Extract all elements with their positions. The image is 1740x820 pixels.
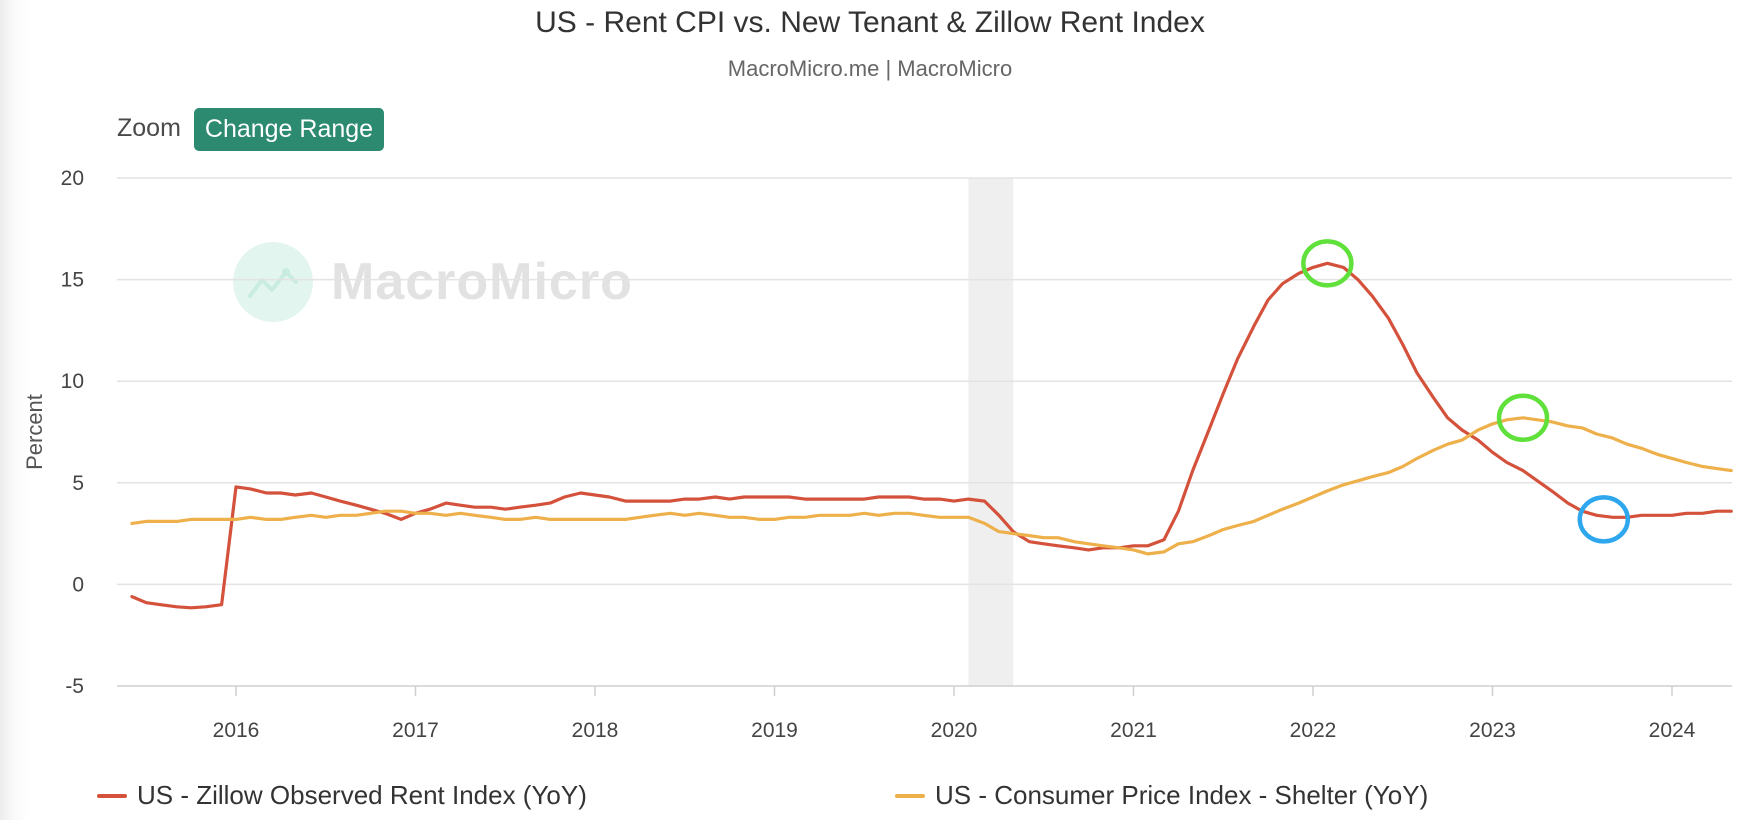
y-tick-label: 10 <box>61 370 84 393</box>
chart-title: US - Rent CPI vs. New Tenant & Zillow Re… <box>535 6 1205 39</box>
series-line-cpi <box>130 416 1733 556</box>
legend-item-zillow[interactable]: US - Zillow Observed Rent Index (YoY) <box>97 780 587 811</box>
highlight-circle-green <box>1301 239 1354 288</box>
change-range-button[interactable]: Change Range <box>194 108 384 151</box>
x-tick-label: 2021 <box>1110 719 1157 742</box>
y-tick-label: -5 <box>65 675 84 698</box>
y-tick-label: 0 <box>72 573 84 596</box>
y-tick-label: 5 <box>72 472 84 495</box>
legend-swatch-cpi <box>895 793 925 798</box>
x-tick-label: 2017 <box>392 719 439 742</box>
x-tick-label: 2023 <box>1469 719 1516 742</box>
legend-label-cpi: US - Consumer Price Index - Shelter (YoY… <box>935 780 1429 810</box>
x-tick-label: 2019 <box>751 719 798 742</box>
y-tick-label: 20 <box>61 167 84 190</box>
x-tick-label: 2020 <box>931 719 978 742</box>
x-tick-label: 2024 <box>1649 719 1696 742</box>
x-tick-label: 2016 <box>213 719 260 742</box>
highlight-circle-green <box>1496 393 1550 443</box>
highlight-circle-blue <box>1577 495 1631 544</box>
legend-label-zillow: US - Zillow Observed Rent Index (YoY) <box>137 780 587 810</box>
zoom-label: Zoom <box>117 114 181 142</box>
legend-swatch-zillow <box>97 793 127 798</box>
y-tick-label: 15 <box>61 269 84 292</box>
x-tick-label: 2022 <box>1290 719 1337 742</box>
recession-band <box>968 178 1014 686</box>
chart-subtitle: MacroMicro.me | MacroMicro <box>727 56 1013 81</box>
x-tick-label: 2018 <box>572 719 619 742</box>
legend-item-cpi[interactable]: US - Consumer Price Index - Shelter (YoY… <box>895 780 1428 811</box>
series-line-zillow <box>130 261 1733 610</box>
